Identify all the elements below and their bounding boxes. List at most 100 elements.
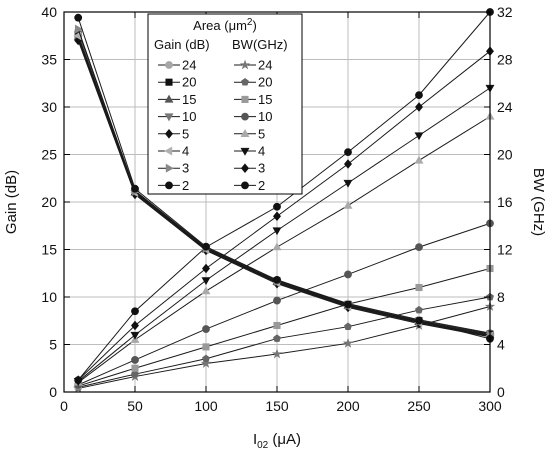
bw-point-4 <box>272 227 282 236</box>
legend-bw-marker-4 <box>240 147 250 156</box>
legend-gain-label-5: 5 <box>182 126 189 141</box>
series-group <box>73 8 496 393</box>
legend-bw-label-15: 15 <box>258 92 272 107</box>
legend-bw-marker-5 <box>240 129 250 137</box>
gain-point-3 <box>75 24 83 34</box>
legend-bw-marker-15 <box>241 95 249 103</box>
legend-bw-label-3: 3 <box>258 161 265 176</box>
x-axis-label-unit: (μA) <box>268 431 301 448</box>
legend-gain-label-3: 3 <box>182 161 189 176</box>
legend-bw-marker-3 <box>241 163 249 173</box>
gain-point-2 <box>131 184 139 193</box>
x-axis-label-sub: 02 <box>257 440 269 451</box>
bw-point-4 <box>343 179 353 188</box>
bw-point-15 <box>273 321 281 330</box>
legend-gain-label-4: 4 <box>182 144 189 159</box>
y-left-tick-label: 20 <box>41 194 57 210</box>
y-left-tick-label: 5 <box>49 337 57 353</box>
gain-series-2 <box>74 13 494 343</box>
legend-bw-marker-20 <box>241 78 249 86</box>
legend-bw-marker-2 <box>241 181 249 190</box>
x-tick-label: 300 <box>478 398 502 414</box>
bw-point-20 <box>202 354 210 363</box>
x-tick-label: 100 <box>194 398 218 414</box>
gain-point-2 <box>344 300 352 309</box>
legend-col-bw-header: BW(GHz) <box>232 37 288 52</box>
legend-bw-marker-10 <box>241 112 249 121</box>
bw-point-5 <box>414 155 424 164</box>
legend-gain-label-15: 15 <box>182 92 196 107</box>
legend-gain-label-10: 10 <box>182 109 196 124</box>
x-tick-label: 0 <box>60 398 68 414</box>
y-right-tick-label: 4 <box>497 337 505 353</box>
legend-gain-marker-24 <box>165 61 173 69</box>
bw-point-15 <box>415 283 423 292</box>
legend-gain-marker-5 <box>165 129 173 139</box>
bw-point-5 <box>272 242 282 251</box>
bw-point-20 <box>344 322 352 331</box>
y-right-tick-label: 20 <box>497 147 513 163</box>
bw-point-10 <box>202 325 210 333</box>
bw-point-20 <box>131 370 139 378</box>
gain-point-2 <box>415 316 423 325</box>
bw-point-15 <box>131 364 139 372</box>
bw-point-2 <box>273 202 281 211</box>
legend-title: Area (μm2) <box>193 17 257 33</box>
y-right-axis-label: BW (GHz) <box>530 168 547 236</box>
bw-point-24 <box>200 358 212 368</box>
bw-point-2 <box>74 376 83 385</box>
axes: 0 50 100 150 200 250 3000510152025303540048121… <box>3 4 547 451</box>
x-tick-label: 50 <box>127 398 143 414</box>
y-right-tick-label: 24 <box>497 99 513 115</box>
x-tick-label: 250 <box>407 398 431 414</box>
bw-point-20 <box>273 334 281 342</box>
bw-point-10 <box>415 243 423 252</box>
legend-gain-marker-3 <box>165 163 174 173</box>
legend-gain-label-2: 2 <box>182 178 189 193</box>
legend-title-suffix: ) <box>252 18 256 33</box>
gain-point-2 <box>74 13 83 22</box>
y-right-tick-label: 12 <box>497 242 513 258</box>
bw-point-5 <box>201 286 211 295</box>
legend-gain-marker-15 <box>164 94 174 103</box>
bw-point-10 <box>273 296 281 305</box>
bw-point-3 <box>273 211 281 222</box>
bw-point-2 <box>344 148 352 157</box>
bw-point-3 <box>344 159 352 169</box>
y-left-tick-label: 15 <box>41 242 57 258</box>
y-left-tick-label: 35 <box>41 52 57 68</box>
bw-series-4 <box>73 84 495 387</box>
y-right-tick-label: 0 <box>497 384 505 400</box>
y-right-tick-label: 32 <box>497 4 513 20</box>
gain-point-2 <box>273 275 281 284</box>
bw-point-5 <box>343 200 353 209</box>
y-left-axis-label: Gain (dB) <box>3 170 20 234</box>
legend-gain-label-24: 24 <box>182 58 196 73</box>
bw-point-24 <box>342 337 354 348</box>
bw-point-20 <box>415 305 423 314</box>
bw-point-2 <box>415 91 423 100</box>
legend-gain-marker-10 <box>164 113 174 122</box>
y-left-tick-label: 10 <box>41 289 57 305</box>
bw-point-15 <box>202 343 210 351</box>
legend-gain-marker-4 <box>164 146 173 156</box>
bw-point-24 <box>271 348 283 359</box>
legend-box <box>147 13 303 195</box>
y-left-tick-label: 40 <box>41 4 57 20</box>
bw-point-3 <box>131 320 139 331</box>
bw-point-10 <box>131 356 139 364</box>
bw-point-2 <box>131 307 139 316</box>
legend-col-gain-header: Gain (dB) <box>154 37 210 52</box>
bw-series-20 <box>74 292 494 391</box>
bw-point-10 <box>344 270 352 279</box>
x-axis-label-main: I <box>253 431 257 448</box>
x-tick-label: 150 <box>265 398 289 414</box>
legend-gain-label-20: 20 <box>182 75 196 90</box>
legend-bw-label-24: 24 <box>258 58 272 73</box>
bw-point-3 <box>202 263 210 274</box>
legend: Area (μm2) Gain (dB) BW(GHz) 24 20 15 10 5 4 3 2 24… <box>147 13 303 195</box>
legend-gain-marker-20 <box>165 78 173 86</box>
legend-bw-label-2: 2 <box>258 178 265 193</box>
legend-bw-label-5: 5 <box>258 126 265 141</box>
